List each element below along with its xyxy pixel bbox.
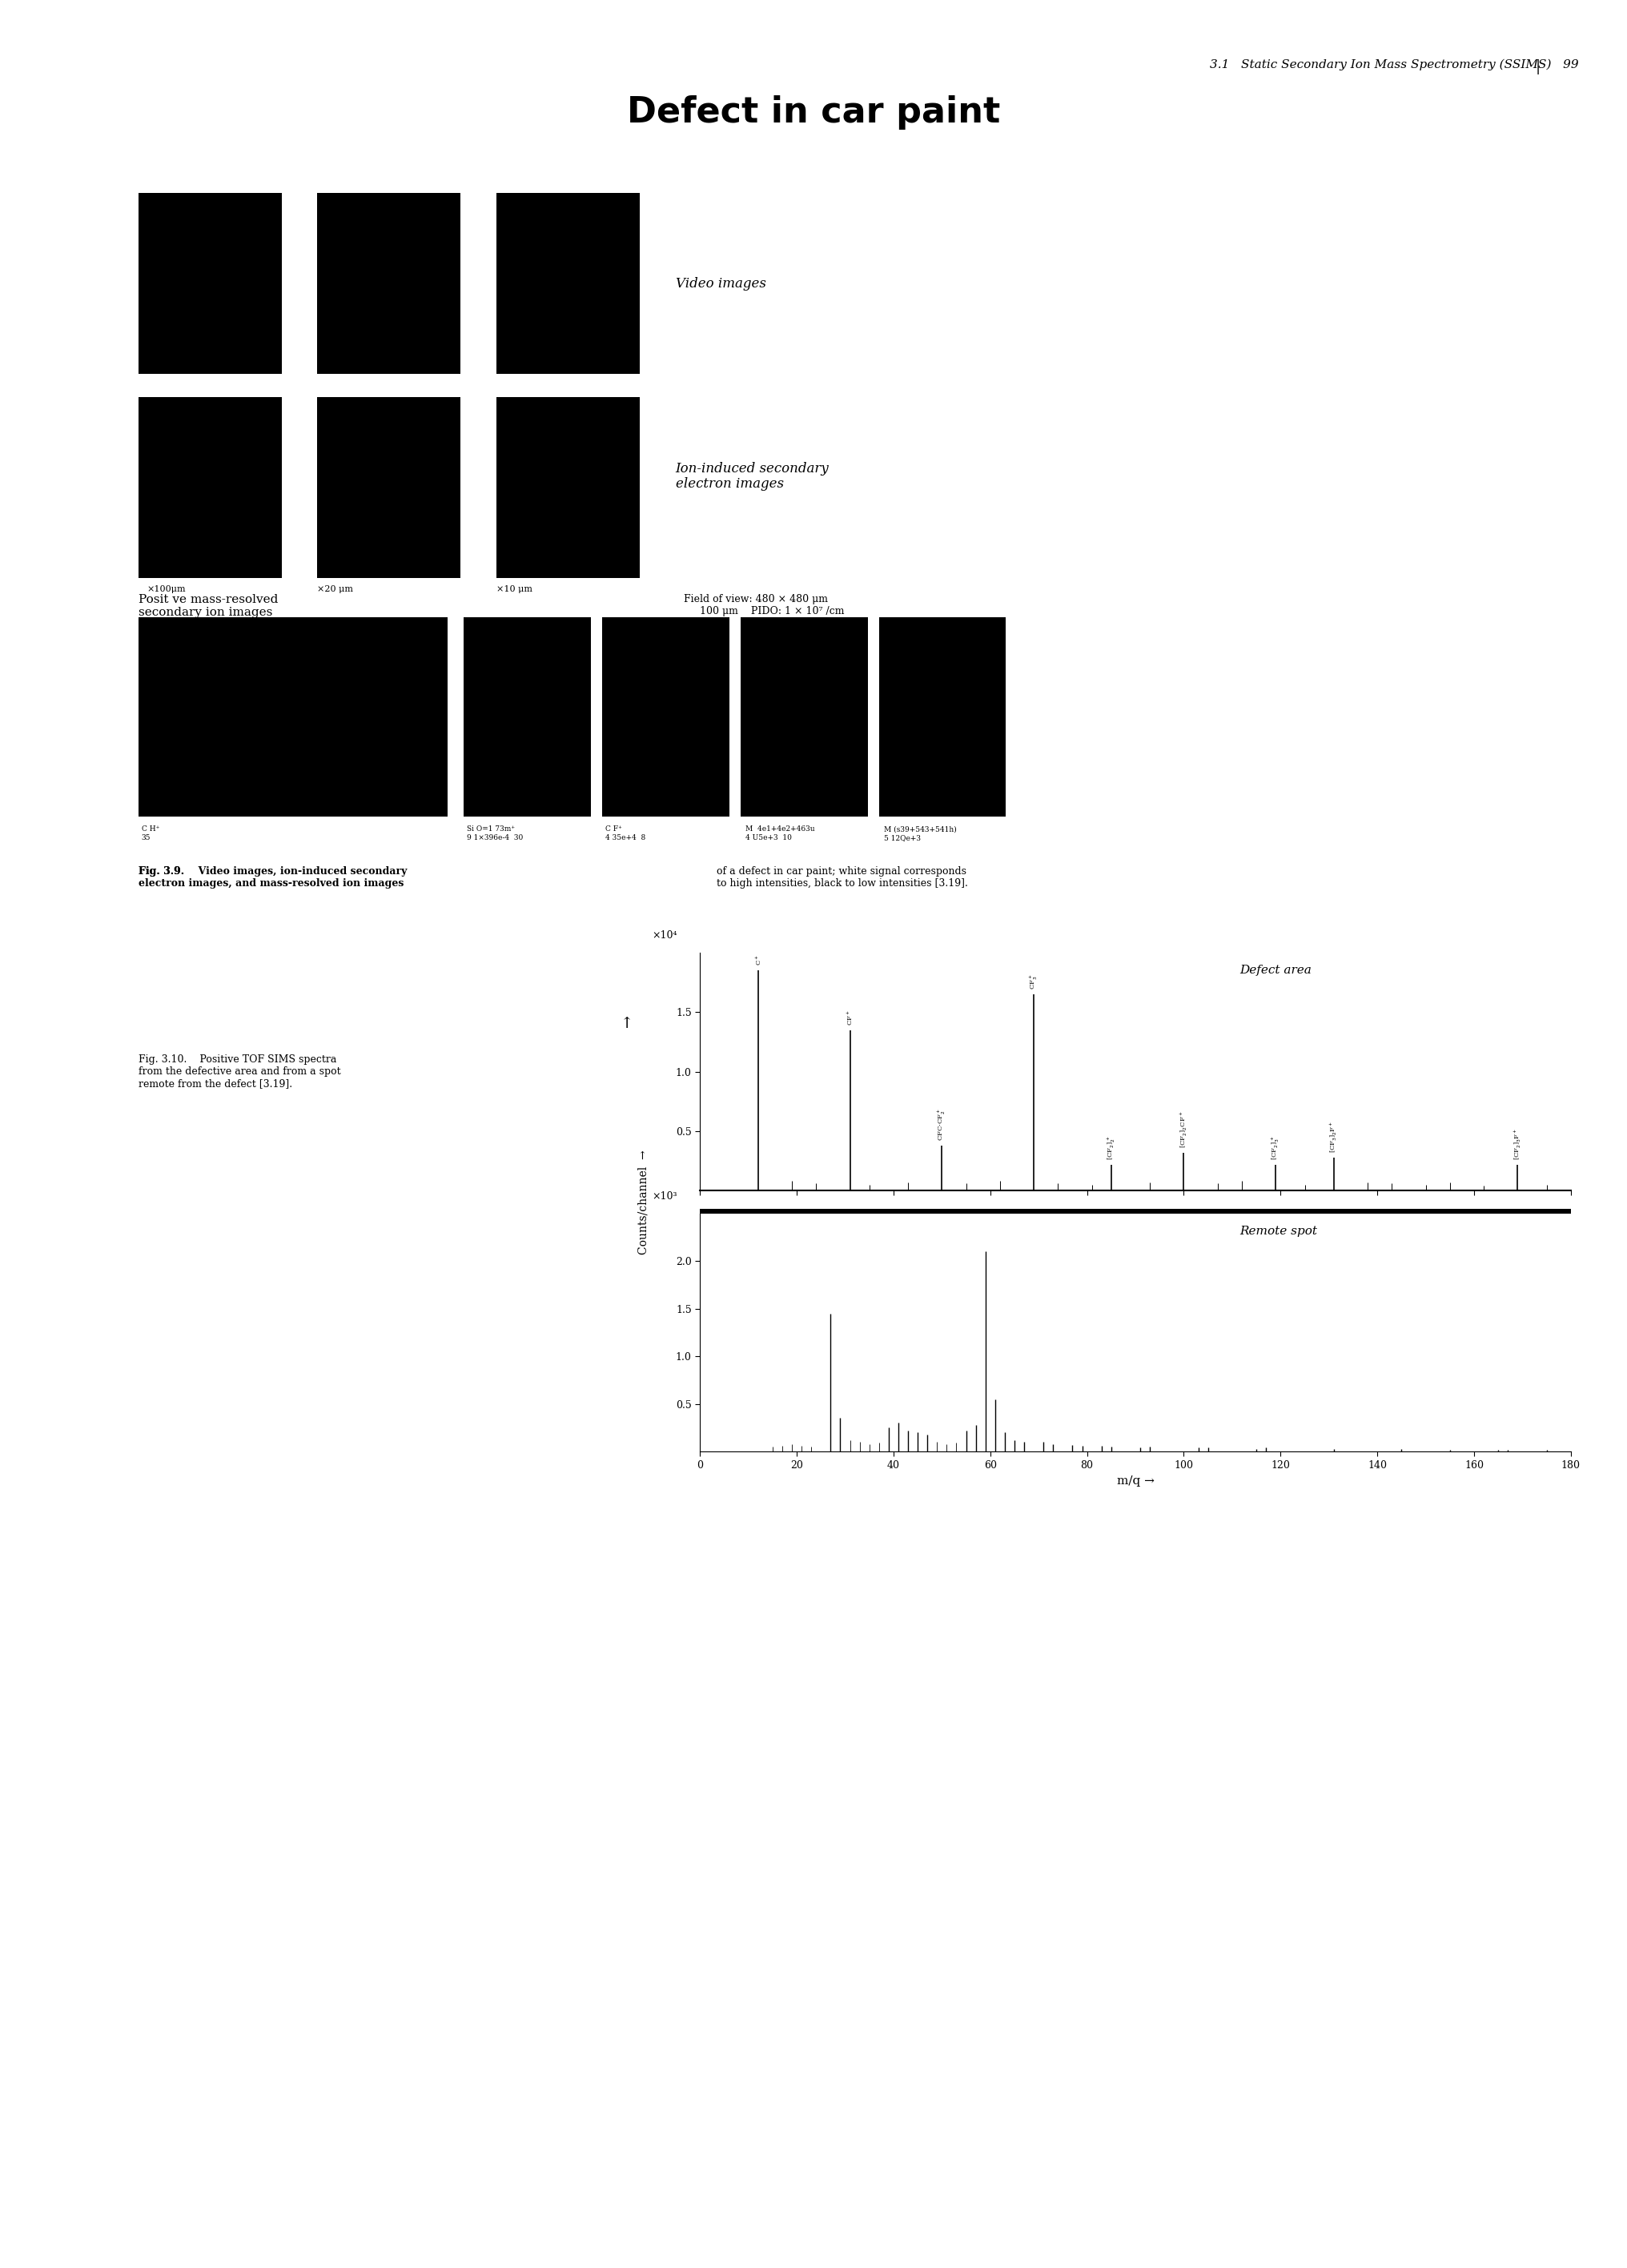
- Text: CF$_3^+$: CF$_3^+$: [1028, 973, 1040, 989]
- Text: Ion-induced secondary
electron images: Ion-induced secondary electron images: [675, 463, 828, 490]
- Text: Video images: Video images: [675, 277, 766, 290]
- Text: 3.1   Static Secondary Ion Mass Spectrometry (SSIMS)   99: 3.1 Static Secondary Ion Mass Spectromet…: [1209, 59, 1578, 70]
- Text: Remote spot: Remote spot: [1240, 1225, 1316, 1236]
- Text: [CF$_2$]$_2$CF$^+$: [CF$_2$]$_2$CF$^+$: [1178, 1111, 1188, 1148]
- Text: ×10⁴: ×10⁴: [652, 930, 677, 941]
- Text: Fig. 3.9.    Video images, ion-induced secondary
electron images, and mass-resol: Fig. 3.9. Video images, ion-induced seco…: [138, 866, 407, 889]
- Text: Field of view: 480 × 480 μm
     100 μm    PIDO: 1 × 10⁷ /cm: Field of view: 480 × 480 μm 100 μm PIDO:…: [683, 594, 844, 617]
- Text: of a defect in car paint; white signal corresponds
to high intensities, black to: of a defect in car paint; white signal c…: [716, 866, 966, 889]
- Text: [CF$_2$]$_2^+$: [CF$_2$]$_2^+$: [1105, 1136, 1116, 1159]
- Text: CFC$\cdot$CF$_2^+$: CFC$\cdot$CF$_2^+$: [936, 1107, 947, 1141]
- Text: ×100μm: ×100μm: [146, 585, 185, 594]
- Text: ×10³: ×10³: [652, 1191, 677, 1202]
- Text: Counts/channel  →: Counts/channel →: [638, 1150, 648, 1254]
- Text: ↑: ↑: [620, 1016, 633, 1032]
- Text: [CF$_3$]$_2$F$^+$: [CF$_3$]$_2$F$^+$: [1328, 1120, 1339, 1152]
- Text: [CF$_2$]$_3$F$^+$: [CF$_2$]$_3$F$^+$: [1511, 1127, 1523, 1159]
- X-axis label: m/q →: m/q →: [1116, 1476, 1154, 1488]
- Text: Si O=1 73m⁺
9 1×396e-4  30: Si O=1 73m⁺ 9 1×396e-4 30: [467, 826, 524, 841]
- Text: ×10 μm: ×10 μm: [496, 585, 532, 594]
- Text: M (s39+543+541h)
5 12Qe+3: M (s39+543+541h) 5 12Qe+3: [883, 826, 957, 841]
- Text: ×20 μm: ×20 μm: [317, 585, 353, 594]
- Text: [CF$_2$]$_3^+$: [CF$_2$]$_3^+$: [1269, 1136, 1280, 1159]
- Text: Defect area: Defect area: [1240, 964, 1311, 975]
- Text: Defect in car paint: Defect in car paint: [626, 95, 1001, 129]
- Text: Posit ve mass-resolved
secondary ion images: Posit ve mass-resolved secondary ion ima…: [138, 594, 278, 619]
- Text: Fig. 3.10.    Positive TOF SIMS spectra
from the defective area and from a spot
: Fig. 3.10. Positive TOF SIMS spectra fro…: [138, 1055, 340, 1089]
- Text: Fig. 3.9.: Fig. 3.9.: [138, 866, 184, 878]
- Text: C F⁺
4 35e+4  8: C F⁺ 4 35e+4 8: [605, 826, 646, 841]
- Text: CF$^+$: CF$^+$: [844, 1009, 854, 1025]
- Text: C H⁺
35: C H⁺ 35: [142, 826, 159, 841]
- Text: |: |: [1534, 59, 1541, 75]
- Text: C$^+$: C$^+$: [753, 955, 763, 966]
- Text: M  4e1+4e2+463u
4 U5e+3  10: M 4e1+4e2+463u 4 U5e+3 10: [745, 826, 815, 841]
